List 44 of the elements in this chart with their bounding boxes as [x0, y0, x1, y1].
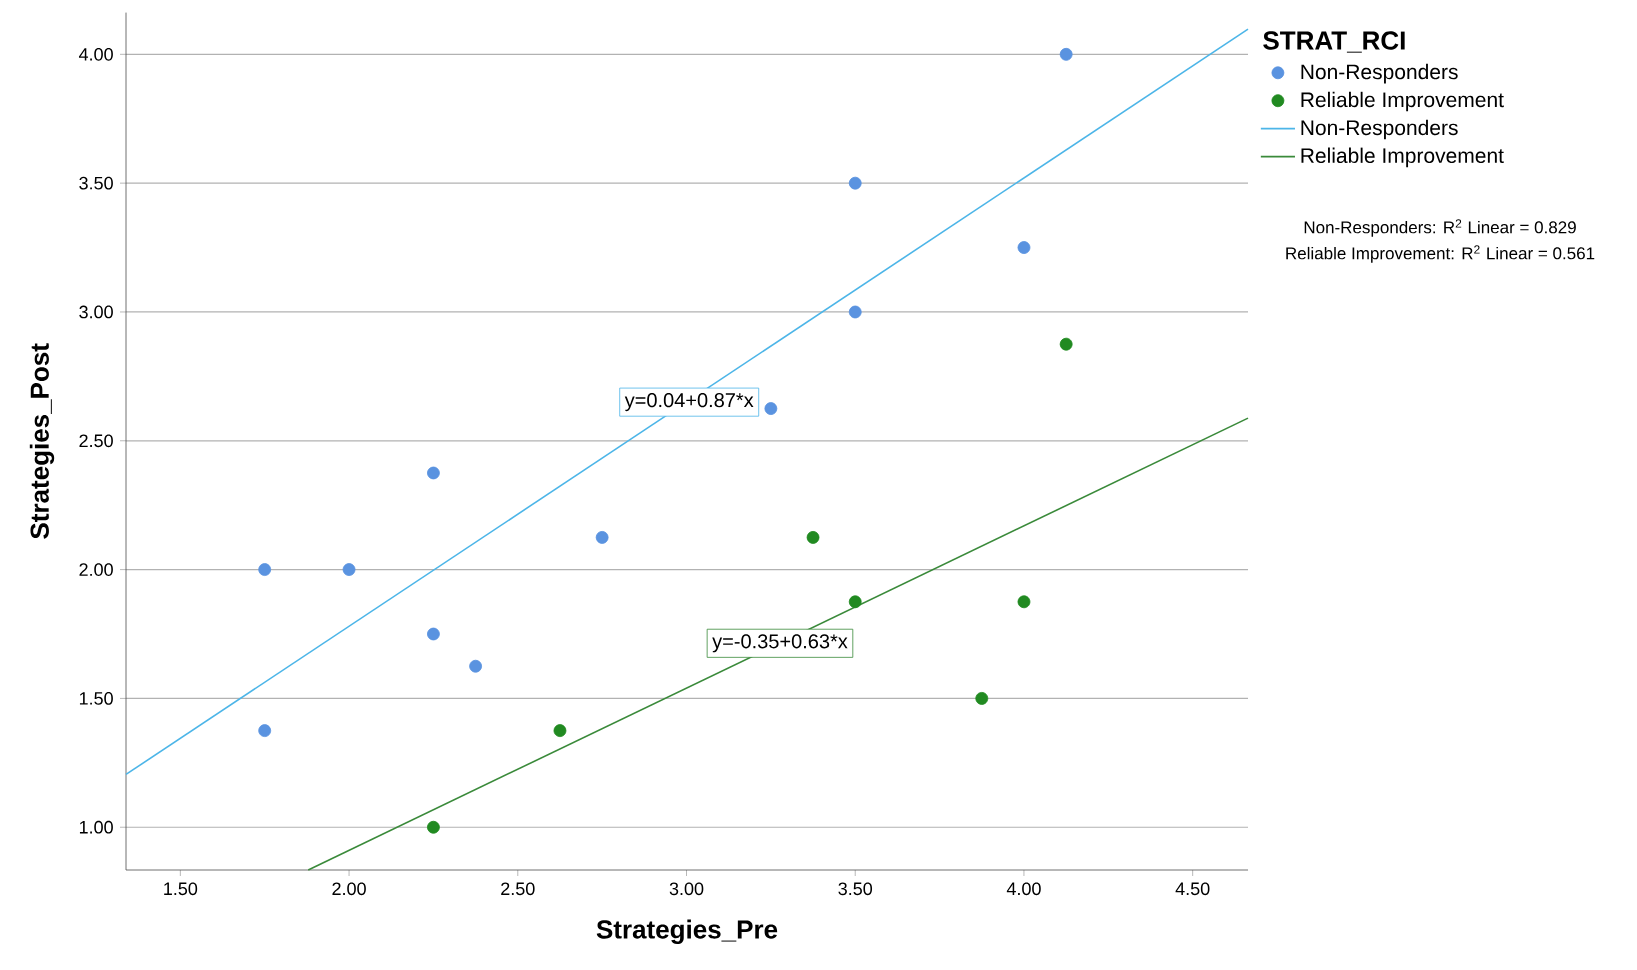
point [848, 176, 862, 190]
point [258, 724, 272, 738]
y-tick-label: 2.50 [79, 434, 113, 448]
y-tick-label: 2.00 [79, 563, 113, 576]
point [469, 659, 482, 673]
point [1017, 595, 1031, 609]
y-tick-label: 4.00 [78, 47, 113, 61]
y-axis-title: Strategies_Post [29, 343, 55, 539]
point [553, 724, 567, 738]
y-tick-label: 1.00 [79, 820, 113, 834]
text: Non-Responders: R$^{2}$ Linear = 0.829 [1304, 219, 1576, 237]
point [427, 466, 440, 480]
y-tick-label: 3.00 [79, 305, 113, 319]
legend-label: Non-Responders [1301, 63, 1458, 84]
point [848, 595, 862, 609]
point [595, 531, 609, 544]
x-tick-label: 2.00 [332, 882, 366, 896]
point [806, 531, 820, 544]
point [1017, 241, 1031, 254]
point [427, 627, 440, 641]
legend-title: STRAT_RCI [1263, 31, 1405, 53]
y-tick-label: 1.50 [79, 692, 113, 705]
text: Reliable Improvement: R$^{2}$ Linear = 0.561 [1286, 245, 1595, 263]
point [848, 305, 862, 319]
point [1059, 337, 1073, 351]
x-tick-label: 1.50 [164, 882, 198, 896]
point [1059, 47, 1073, 61]
y-tick-label: 3.50 [79, 176, 113, 190]
x-tick-label: 3.50 [838, 882, 873, 896]
point [975, 692, 989, 705]
x-axis-title: Strategies_Pre [596, 919, 778, 944]
x-tick-label: 4.50 [1175, 882, 1210, 896]
legend-label: Reliable Improvement [1301, 91, 1504, 112]
point [342, 563, 356, 576]
x-tick-label: 4.00 [1006, 882, 1041, 896]
x-tick-label: 2.50 [501, 882, 535, 896]
x-tick-label: 3.00 [669, 882, 704, 896]
annotation: y=-0.35+0.63*x [712, 634, 848, 653]
annotation: y=0.04+0.87*x [624, 393, 754, 412]
point [764, 402, 778, 415]
legend-label: Reliable Improvement [1301, 147, 1504, 168]
legend-label: Non-Responders [1301, 119, 1458, 140]
point [258, 563, 272, 576]
point [427, 820, 440, 834]
